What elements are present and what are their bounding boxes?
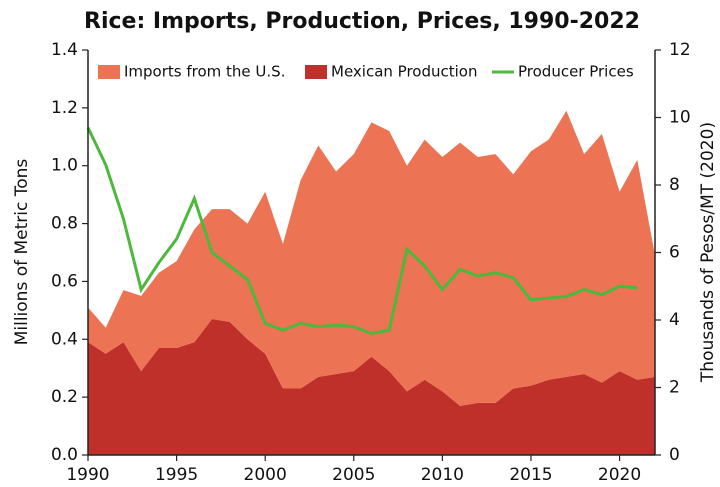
y-tick-label: 0.0	[51, 445, 78, 465]
y2-tick-label: 10	[669, 108, 691, 128]
y2-axis-label: Thousands of Pesos/MT (2020)	[698, 122, 718, 383]
y-axis-label: Millions of Metric Tons	[12, 159, 32, 346]
legend: Imports from the U.S. Mexican Production P…	[98, 63, 634, 81]
y-tick-label: 1.0	[51, 156, 78, 176]
area	[88, 110, 655, 406]
chart-title: Rice: Imports, Production, Prices, 1990-…	[84, 9, 640, 34]
legend-swatch	[98, 65, 120, 79]
x-tick-label: 2000	[244, 465, 287, 485]
x-tick-label: 1995	[155, 465, 198, 485]
y2-tick-label: 8	[669, 175, 680, 195]
y-tick-label: 1.4	[51, 40, 78, 60]
legend-label: Mexican Production	[331, 63, 477, 81]
legend-swatch	[305, 65, 327, 79]
y-tick-label: 0.8	[51, 214, 78, 234]
x-tick-label: 1990	[66, 465, 109, 485]
y2-tick-label: 12	[669, 40, 691, 60]
area	[88, 319, 655, 455]
y2-tick-label: 2	[669, 378, 680, 398]
x-tick-label: 2015	[509, 465, 552, 485]
x-tick-label: 2005	[332, 465, 375, 485]
line	[86, 126, 638, 336]
x-tick-label: 2020	[598, 465, 641, 485]
legend-label: Imports from the U.S.	[124, 63, 285, 81]
y-tick-label: 0.6	[51, 271, 78, 291]
y-tick-label: 0.4	[51, 329, 78, 349]
y-tick-label: 0.2	[51, 387, 78, 407]
y2-tick-label: 6	[669, 243, 680, 263]
y2-tick-label: 0	[669, 445, 680, 465]
y-tick-label: 1.2	[51, 98, 78, 118]
y2-tick-label: 4	[669, 310, 680, 330]
x-tick-label: 2010	[421, 465, 464, 485]
legend-label: Producer Prices	[518, 63, 634, 81]
